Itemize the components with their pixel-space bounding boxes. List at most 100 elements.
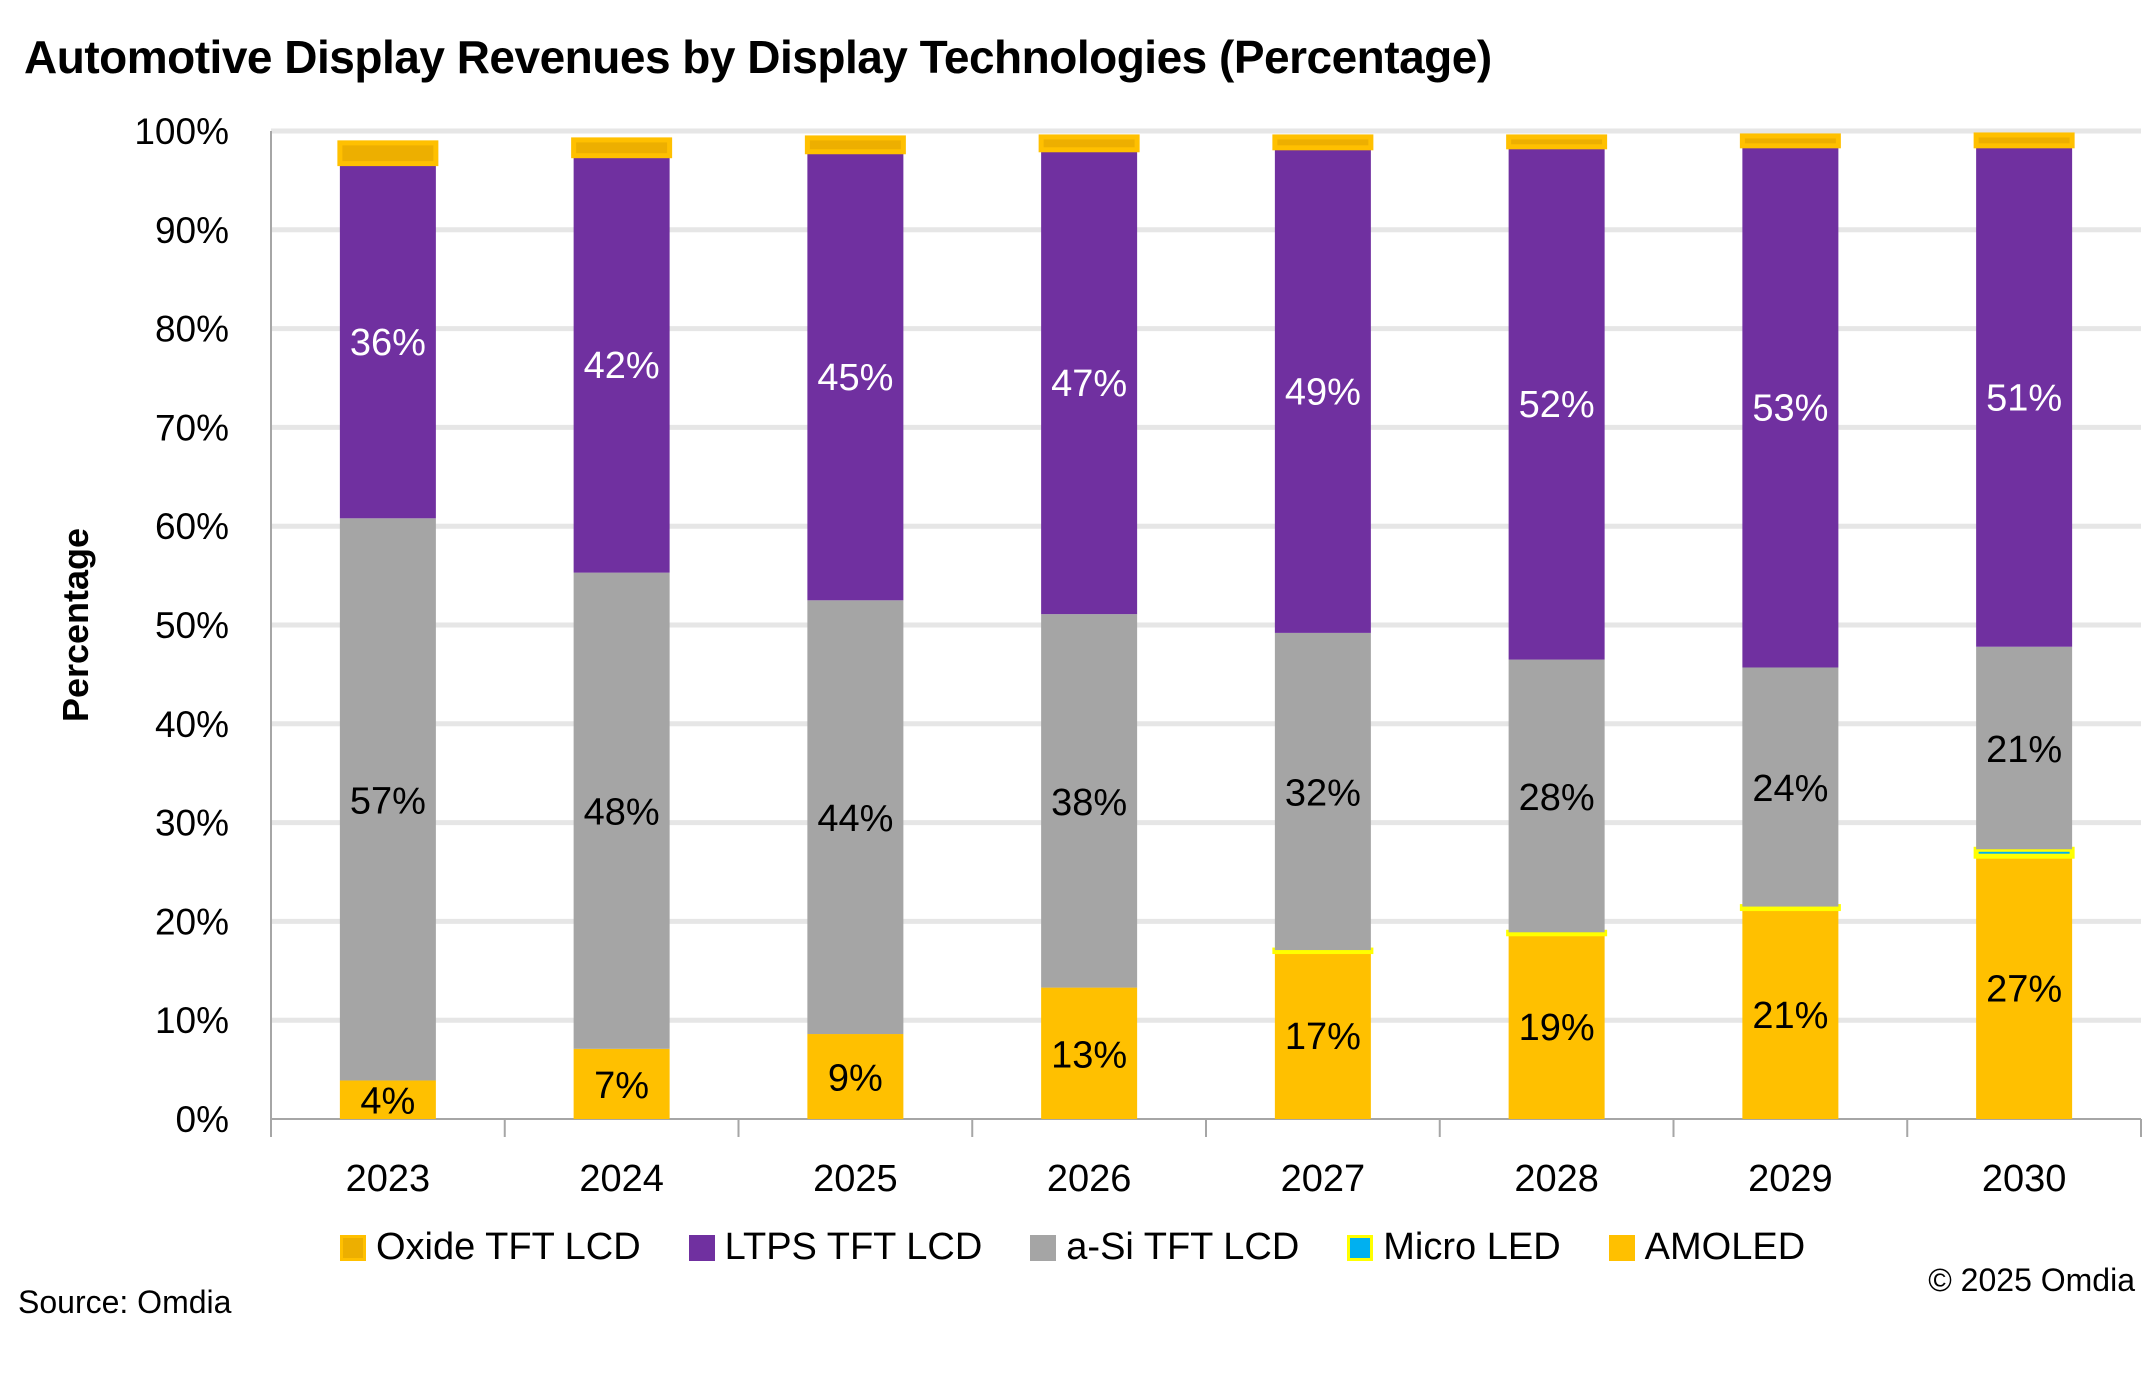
- legend-swatch: [688, 1234, 715, 1261]
- data-label: 51%: [1986, 377, 2062, 419]
- y-tick-label: 20%: [155, 901, 229, 942]
- data-label: 21%: [1986, 729, 2062, 771]
- data-label: 57%: [350, 780, 426, 822]
- bar-segment-oxide-tft-lcd: [1506, 134, 1608, 150]
- y-tick-label: 100%: [134, 111, 229, 152]
- legend-label: a-Si TFT LCD: [1066, 1226, 1300, 1268]
- data-label: 24%: [1752, 768, 1828, 810]
- data-label: 13%: [1051, 1034, 1127, 1076]
- legend-item: a-Si TFT LCD: [1030, 1226, 1299, 1269]
- x-tick-label: 2026: [1047, 1158, 1132, 1200]
- bar-segment-ltps-tft-lcd: [573, 155, 670, 573]
- data-label: 38%: [1051, 782, 1127, 824]
- legend-swatch: [1030, 1234, 1057, 1261]
- bar-segment-amoled: [573, 1048, 670, 1119]
- chart-title: Automotive Display Revenues by Display T…: [24, 31, 1492, 83]
- bar-segment-a-si-tft-lcd: [1274, 632, 1371, 951]
- bar-segment-amoled: [1976, 856, 2073, 1119]
- copyright-note: © 2025 Omdia: [1928, 1262, 2135, 1298]
- bar-segment-oxide-tft-lcd: [337, 140, 439, 167]
- y-axis-title: Percentage: [55, 528, 96, 722]
- data-label: 48%: [584, 792, 660, 834]
- y-tick-label: 0%: [176, 1099, 229, 1140]
- bar-segment-ltps-tft-lcd: [1742, 145, 1839, 668]
- y-tick-label: 60%: [155, 506, 229, 547]
- data-label: 47%: [1051, 363, 1127, 405]
- legend-label: AMOLED: [1644, 1226, 1806, 1268]
- legend-swatch: [340, 1234, 366, 1261]
- legend-item: Oxide TFT LCD: [340, 1226, 641, 1269]
- y-tick-label: 40%: [155, 704, 229, 745]
- bar-segment-a-si-tft-lcd: [573, 572, 670, 1049]
- data-label: 17%: [1285, 1016, 1361, 1058]
- legend-label: LTPS TFT LCD: [724, 1226, 983, 1268]
- legend-item: AMOLED: [1608, 1226, 1806, 1269]
- bar-segment-ltps-tft-lcd: [1041, 149, 1138, 615]
- bar-segment-oxide-tft-lcd: [1038, 134, 1140, 153]
- bar-segment-oxide-tft-lcd: [1739, 133, 1841, 149]
- bar-segment-a-si-tft-lcd: [1976, 646, 2073, 850]
- legend: Oxide TFT LCD LTPS TFT LCD a-Si TFT LCD Mic…: [340, 1226, 1853, 1269]
- bar-segment-amoled: [1041, 987, 1138, 1119]
- bar-segment-ltps-tft-lcd: [1508, 146, 1605, 660]
- bar-segment-ltps-tft-lcd: [1976, 145, 2073, 647]
- data-label: 21%: [1752, 995, 1828, 1037]
- bar-segment-amoled: [1742, 908, 1839, 1119]
- legend-label: Micro LED: [1383, 1226, 1561, 1268]
- data-label: 42%: [584, 345, 660, 387]
- bar-segment-micro-led: [1973, 846, 2075, 859]
- x-tick-label: 2029: [1748, 1158, 1833, 1200]
- bar-segment-micro-led: [1272, 947, 1374, 955]
- bar-segment-oxide-tft-lcd: [1973, 132, 2075, 149]
- legend-label: Oxide TFT LCD: [376, 1226, 641, 1268]
- bar-segment-ltps-tft-lcd: [339, 163, 436, 519]
- bar-segment-micro-led: [1739, 904, 1841, 912]
- bar-segment-amoled: [807, 1034, 904, 1119]
- x-tick-label: 2028: [1514, 1158, 1599, 1200]
- bar-segment-oxide-tft-lcd: [1272, 134, 1374, 151]
- bar-segment-a-si-tft-lcd: [1742, 667, 1839, 907]
- data-label: 52%: [1519, 384, 1595, 426]
- bar-segment-a-si-tft-lcd: [339, 518, 436, 1081]
- bar-segment-a-si-tft-lcd: [1508, 659, 1605, 933]
- y-tick-label: 80%: [155, 309, 229, 350]
- legend-swatch: [1347, 1234, 1374, 1261]
- x-tick-label: 2023: [346, 1158, 431, 1200]
- data-label: 27%: [1986, 969, 2062, 1011]
- y-tick-label: 90%: [155, 210, 229, 251]
- bar-segment-ltps-tft-lcd: [1274, 147, 1371, 633]
- data-label: 53%: [1752, 388, 1828, 430]
- legend-item: Micro LED: [1347, 1226, 1561, 1269]
- y-tick-label: 70%: [155, 407, 229, 448]
- data-label: 32%: [1285, 772, 1361, 814]
- x-tick-label: 2024: [579, 1158, 664, 1200]
- data-label: 36%: [350, 322, 426, 364]
- legend-item: LTPS TFT LCD: [688, 1226, 983, 1269]
- y-tick-label: 30%: [155, 803, 229, 844]
- data-label: 19%: [1519, 1007, 1595, 1049]
- bar-segment-a-si-tft-lcd: [807, 600, 904, 1035]
- bar-segment-amoled: [1508, 933, 1605, 1119]
- data-label: 7%: [594, 1065, 649, 1107]
- bar-segment-oxide-tft-lcd: [804, 135, 906, 155]
- data-label: 45%: [817, 357, 893, 399]
- y-tick-label: 10%: [155, 1000, 229, 1041]
- legend-swatch: [1608, 1234, 1635, 1261]
- data-label: 4%: [360, 1081, 415, 1123]
- x-tick-label: 2025: [813, 1158, 898, 1200]
- data-label: 49%: [1285, 371, 1361, 413]
- bar-segment-micro-led: [1506, 929, 1608, 937]
- data-label: 9%: [828, 1058, 883, 1100]
- x-tick-label: 2027: [1281, 1158, 1366, 1200]
- bar-segment-oxide-tft-lcd: [571, 137, 673, 159]
- x-tick-label: 2030: [1982, 1158, 2067, 1200]
- y-tick-label: 50%: [155, 605, 229, 646]
- bar-segment-amoled: [1274, 951, 1371, 1119]
- bar-segment-a-si-tft-lcd: [1041, 614, 1138, 988]
- source-note: Source: Omdia: [18, 1284, 232, 1320]
- data-label: 28%: [1519, 777, 1595, 819]
- data-label: 44%: [817, 798, 893, 840]
- bar-segment-amoled: [339, 1080, 436, 1119]
- bar-segment-ltps-tft-lcd: [807, 151, 904, 601]
